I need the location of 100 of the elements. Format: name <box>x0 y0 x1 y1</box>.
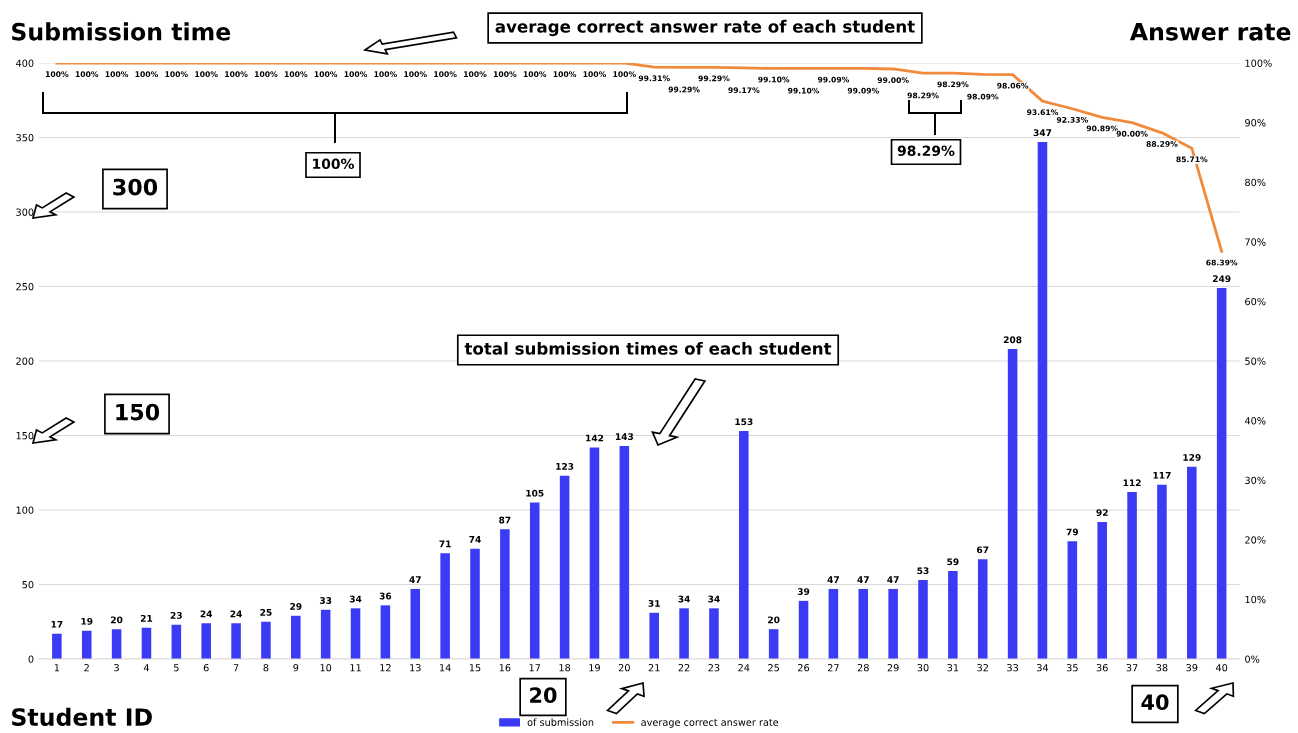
data-label: 34 <box>349 595 362 603</box>
y2-tick-label: 60% <box>1245 297 1266 306</box>
bar <box>1216 288 1227 659</box>
bar <box>529 502 540 659</box>
bar <box>858 588 869 659</box>
data-label: 21 <box>140 614 153 622</box>
y-tick-label: 150 <box>16 431 34 440</box>
x-tick-label: 8 <box>263 664 269 672</box>
data-label: 87 <box>499 516 511 524</box>
y-tick-label: 0 <box>28 655 34 663</box>
bar <box>1067 541 1078 659</box>
x-tick-label: 35 <box>1066 664 1078 672</box>
bar <box>320 609 331 659</box>
x-tick-label: 30 <box>917 664 929 672</box>
data-label: 25 <box>260 608 272 616</box>
y2-tick-label: 40% <box>1244 417 1266 425</box>
x-tick-label: 16 <box>499 664 511 672</box>
data-label: 142 <box>586 434 604 442</box>
x-tick-label: 40 <box>1215 664 1228 672</box>
x-tick-label: 31 <box>947 664 959 672</box>
data-label: 47 <box>409 576 421 583</box>
data-label: 123 <box>556 462 574 470</box>
y2-tick-label: 50% <box>1245 357 1266 365</box>
y-tick-label: 300 <box>16 208 34 216</box>
bar <box>977 559 988 659</box>
x-tick-label: 28 <box>857 664 869 672</box>
x-tick-label: 13 <box>410 664 421 672</box>
bar <box>410 588 421 659</box>
bar <box>380 605 391 659</box>
data-label: 29 <box>290 603 302 610</box>
data-label: 143 <box>615 433 634 441</box>
bar <box>1037 142 1048 659</box>
x-tick-label: 1 <box>54 664 60 672</box>
bar <box>768 629 779 659</box>
bar <box>291 615 301 659</box>
bar <box>171 624 182 659</box>
bar <box>350 608 361 659</box>
x-tick-label: 22 <box>678 664 690 672</box>
x-tick-label: 17 <box>529 664 541 672</box>
y-tick-label: 250 <box>16 282 34 291</box>
x-tick-label: 39 <box>1186 664 1198 672</box>
x-tick-label: 20 <box>618 664 630 672</box>
data-label: 34 <box>678 595 690 603</box>
x-tick-label: 27 <box>827 664 839 672</box>
bar <box>619 445 630 659</box>
x-tick-label: 29 <box>887 664 899 672</box>
bar <box>231 623 241 659</box>
bar <box>261 621 271 659</box>
data-label: 59 <box>947 558 959 566</box>
y2-tick-label: 70% <box>1245 238 1266 246</box>
bar <box>81 630 92 659</box>
data-label: 24 <box>230 610 242 618</box>
x-tick-label: 38 <box>1156 664 1168 672</box>
data-label: 71 <box>439 540 451 548</box>
x-tick-label: 24 <box>738 664 750 672</box>
x-tick-label: 6 <box>203 664 209 672</box>
data-label: 53 <box>917 567 929 575</box>
y2-tick-label: 30% <box>1245 476 1266 485</box>
data-label: 347 <box>1033 129 1052 137</box>
bar <box>1187 466 1197 659</box>
annotation: total submission times of each student <box>464 341 832 355</box>
data-label: 47 <box>887 576 899 583</box>
y-axis-title: Submission time <box>12 22 231 41</box>
data-label: 129 <box>1183 454 1201 461</box>
bar <box>111 629 122 659</box>
x-tick-label: 37 <box>1126 664 1138 672</box>
bar <box>679 608 689 659</box>
y2-axis-title: Answer rate <box>1129 23 1291 41</box>
x-tick-label: 26 <box>798 664 810 672</box>
bar <box>739 431 749 659</box>
bar <box>649 612 659 659</box>
x-tick-label: 4 <box>143 664 150 672</box>
annotation: 300 <box>113 178 158 196</box>
bar <box>201 623 211 659</box>
x-axis-title: Student ID <box>12 707 152 727</box>
bar <box>589 447 600 659</box>
bar <box>1097 521 1107 659</box>
data-label: 31 <box>648 600 660 607</box>
data-label: 79 <box>1066 528 1079 536</box>
data-label: 34 <box>708 595 720 603</box>
bar <box>141 627 152 659</box>
data-label: 67 <box>977 546 989 554</box>
bar <box>798 600 809 659</box>
y-tick-label: 50 <box>22 580 34 589</box>
data-label: 36 <box>379 592 392 600</box>
x-tick-label: 33 <box>1007 664 1019 672</box>
bar <box>500 529 510 659</box>
x-tick-label: 2 <box>84 664 89 672</box>
text: 20 <box>530 687 557 704</box>
data-label: 20 <box>111 616 123 624</box>
data-label: 47 <box>827 576 839 583</box>
x-tick-label: 14 <box>440 664 451 672</box>
bar <box>828 588 839 659</box>
data-label: 105 <box>526 489 544 497</box>
x-tick-label: 12 <box>380 664 391 672</box>
bar <box>709 608 719 659</box>
data-label: 249 <box>1212 275 1231 283</box>
annotation: 100% <box>313 158 355 170</box>
legend-label: average correct answer rate <box>641 718 779 728</box>
y2-tick-label: 0% <box>1245 655 1260 663</box>
